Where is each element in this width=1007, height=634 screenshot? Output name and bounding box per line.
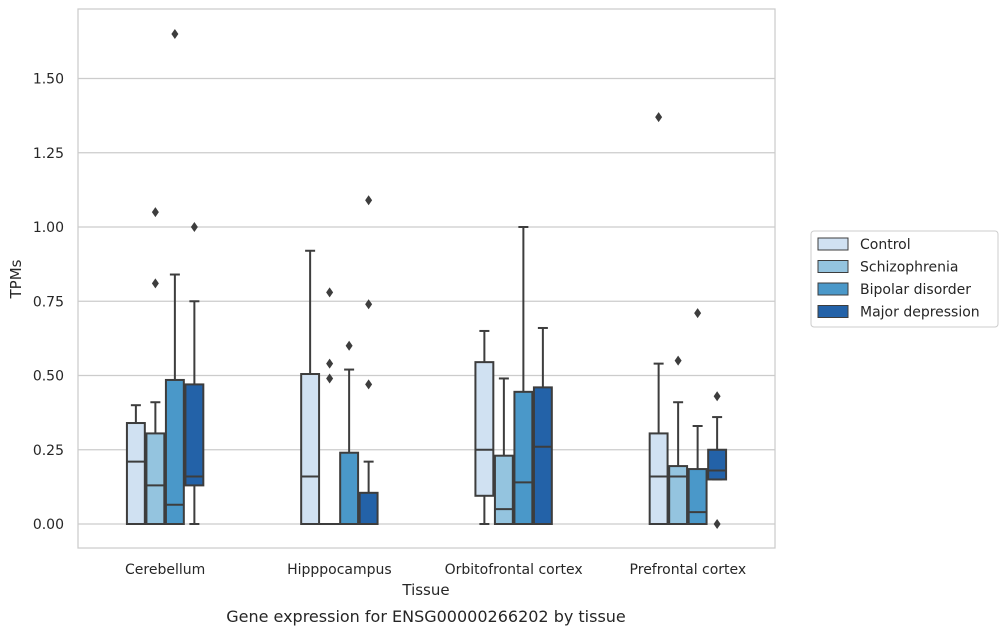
x-tick-label: Cerebellum xyxy=(125,562,205,578)
y-tick-label: 1.25 xyxy=(33,146,64,162)
legend-label-major-depression: Major depression xyxy=(860,305,980,321)
legend-frame xyxy=(810,230,999,328)
box-body xyxy=(300,373,321,526)
outlier-point xyxy=(151,278,159,289)
plot-frame xyxy=(77,8,776,549)
box-control xyxy=(474,329,495,525)
legend: Control Schizophrenia Bipolar disorder Majo… xyxy=(810,230,999,328)
box-body xyxy=(687,468,708,525)
box-body xyxy=(532,386,553,525)
outlier-point xyxy=(345,340,353,351)
boxes xyxy=(125,28,728,529)
box-major-depression xyxy=(707,391,728,529)
outlier-point xyxy=(365,195,373,206)
x-tick-label: Hipppocampus xyxy=(287,562,392,578)
y-tick-label: 1.50 xyxy=(33,72,64,88)
outlier-point xyxy=(151,207,159,218)
box-body xyxy=(513,390,534,525)
outlier-point xyxy=(326,358,334,369)
box-bipolar-disorder xyxy=(339,340,360,525)
legend-swatch-major-depression xyxy=(817,305,849,318)
box-body xyxy=(184,383,205,487)
box-bipolar-disorder xyxy=(687,308,708,525)
box-body xyxy=(125,422,146,525)
outlier-point xyxy=(171,28,179,39)
box-schizophrenia xyxy=(145,207,166,526)
figure-caption: Gene expression for ENSG00000266202 by t… xyxy=(226,607,626,626)
box-control xyxy=(125,404,146,525)
outlier-point xyxy=(694,308,702,319)
outlier-point xyxy=(713,519,721,529)
y-tick-label: 1.00 xyxy=(33,220,64,236)
legend-swatch-control xyxy=(817,237,849,251)
legend-label-control: Control xyxy=(860,237,911,253)
box-major-depression xyxy=(184,222,205,525)
legend-swatch-bipolar-disorder xyxy=(817,282,849,296)
y-tick-label: 0.75 xyxy=(33,294,64,310)
box-body xyxy=(707,448,728,481)
y-tick-label: 0.25 xyxy=(33,443,64,459)
box-schizophrenia xyxy=(668,355,689,525)
box-bipolar-disorder xyxy=(164,28,185,525)
x-tick-label: Orbitofrontal cortex xyxy=(445,562,583,578)
outlier-point xyxy=(365,379,373,390)
box-major-depression xyxy=(532,326,553,525)
legend-swatch-schizophrenia xyxy=(817,260,849,273)
box-schizophrenia xyxy=(493,377,514,525)
box-body xyxy=(648,432,669,526)
y-tick-labels: 0.00 0.25 0.50 0.75 1.00 1.25 1.50 xyxy=(33,72,64,534)
x-axis-title: Tissue xyxy=(401,581,449,599)
x-tick-label: Prefrontal cortex xyxy=(630,562,747,578)
legend-label-schizophrenia: Schizophrenia xyxy=(860,260,958,276)
box-control xyxy=(648,112,669,526)
x-tick-labels: Cerebellum Hipppocampus Orbitofrontal cort… xyxy=(125,562,746,578)
y-axis-title: TPMs xyxy=(7,259,25,299)
y-tick-label: 0.00 xyxy=(33,517,64,533)
box-control xyxy=(300,249,321,526)
outlier-point xyxy=(713,391,721,402)
box-schizophrenia xyxy=(319,287,340,526)
outlier-point xyxy=(190,222,198,232)
legend-label-bipolar-disorder: Bipolar disorder xyxy=(860,282,971,298)
outlier-point xyxy=(326,287,334,298)
y-tick-label: 0.50 xyxy=(33,369,64,385)
outlier-point xyxy=(674,355,682,366)
outlier-point xyxy=(326,373,334,384)
outlier-point xyxy=(365,299,373,310)
box-body xyxy=(474,361,495,497)
box-bipolar-disorder xyxy=(513,226,534,525)
box-body xyxy=(493,454,514,525)
outlier-point xyxy=(655,112,663,123)
box-major-depression xyxy=(358,195,379,526)
box-body xyxy=(358,491,379,526)
box-body xyxy=(339,451,360,525)
box-body xyxy=(164,378,185,525)
box-body xyxy=(145,432,166,526)
box-body xyxy=(668,465,689,525)
